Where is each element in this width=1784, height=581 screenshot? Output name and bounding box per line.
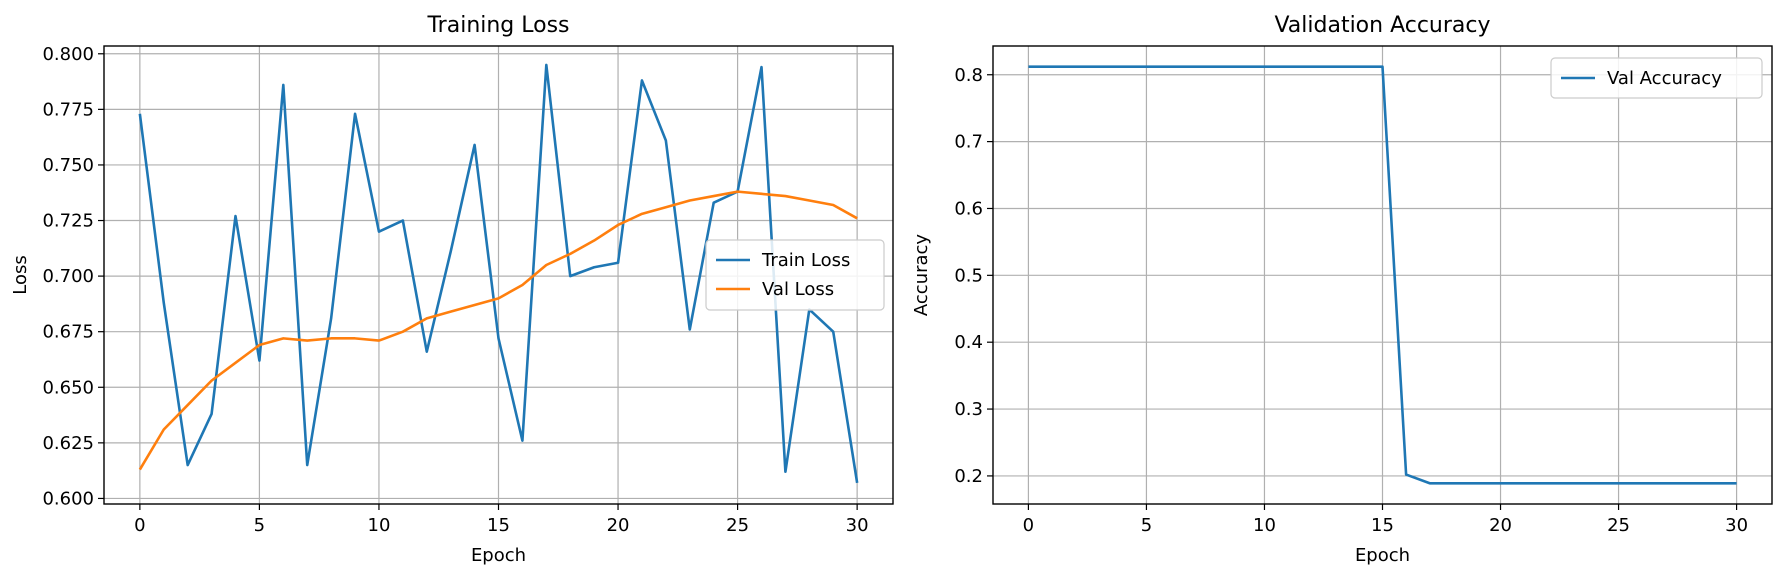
- y-tick-label: 0.675: [42, 322, 94, 343]
- y-tick-label: 0.625: [42, 433, 94, 454]
- series-line-val-accuracy: [1028, 65, 1737, 485]
- legend-box: [1550, 57, 1763, 99]
- y-tick-label: 0.4: [954, 332, 983, 353]
- x-tick-label: 25: [726, 515, 749, 536]
- x-tick-label: 20: [607, 515, 630, 536]
- legend-entry: Train Loss: [761, 250, 850, 271]
- y-tick-label: 0.800: [42, 44, 94, 65]
- x-tick-label: 5: [254, 515, 265, 536]
- x-tick-label: 10: [368, 515, 391, 536]
- x-axis-label: Epoch: [471, 545, 526, 566]
- series-line-val-loss: [138, 190, 858, 471]
- chart-panel-1: 0 5 10 15 20 25 30 0.600 0.625 0.650 0.675 0.700 0.7…: [10, 13, 894, 566]
- x-tick-label: 30: [846, 515, 869, 536]
- legend: Val Accuracy: [1550, 57, 1763, 99]
- legend: Train Loss Val Loss: [705, 239, 885, 311]
- x-tick-label: 5: [1141, 515, 1152, 536]
- y-tick-label: 0.750: [42, 155, 94, 176]
- x-tick-label: 15: [487, 515, 510, 536]
- y-axis-label: Loss: [10, 255, 31, 294]
- x-tick-label: 0: [134, 515, 145, 536]
- y-tick-label: 0.7: [954, 132, 983, 153]
- x-tick-label: 20: [1489, 515, 1512, 536]
- x-tick-label: 0: [1023, 515, 1034, 536]
- y-tick-label: 0.3: [954, 399, 983, 420]
- y-tick-label: 0.775: [42, 99, 94, 120]
- legend-box: [705, 239, 885, 311]
- x-tick-label: 15: [1371, 515, 1394, 536]
- y-tick-label: 0.6: [954, 198, 983, 219]
- y-tick-label: 0.5: [954, 265, 983, 286]
- chart-panel-2: 0 5 10 15 20 25 30 0.2 0.3 0.4 0.5 0.6 0.7 0.8 Validat…: [911, 13, 1773, 566]
- y-tick-label: 0.700: [42, 266, 94, 287]
- x-axis-label: Epoch: [1355, 545, 1410, 566]
- y-tick-label: 0.650: [42, 377, 94, 398]
- legend-entry: Val Accuracy: [1607, 68, 1722, 89]
- x-tick-label: 10: [1253, 515, 1276, 536]
- y-tick-label: 0.725: [42, 211, 94, 232]
- chart-title: Training Loss: [426, 13, 569, 38]
- chart-title: Validation Accuracy: [1274, 13, 1490, 38]
- y-axis-label: Accuracy: [911, 234, 932, 317]
- x-tick-label: 30: [1725, 515, 1748, 536]
- legend-entry: Val Loss: [762, 279, 834, 300]
- x-tick-label: 25: [1607, 515, 1630, 536]
- y-tick-label: 0.8: [954, 65, 983, 86]
- y-tick-label: 0.600: [42, 488, 94, 509]
- y-tick-label: 0.2: [954, 466, 983, 487]
